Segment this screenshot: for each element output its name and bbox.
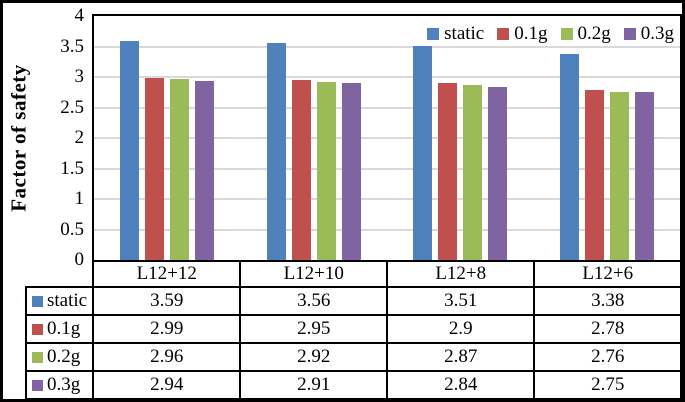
table-row: static 3.59 3.56 3.51 3.38 [25,286,682,316]
bar-static-L12+6 [559,53,579,260]
gridline [94,76,680,78]
bar-0.3g-L12+8 [488,86,508,260]
y-tick-label: 3 [74,66,85,87]
value-cell: 2.95 [239,314,389,344]
category-header: L12+6 [533,260,682,288]
y-tick-label: 2 [74,127,85,148]
bar-0.1g-L12+12 [145,77,165,260]
y-tick-label: 1.5 [60,157,84,179]
legend-item-0.1g: 0.1g [497,23,548,45]
value-cell: 2.96 [91,342,242,372]
value-cell: 3.38 [533,286,682,316]
plot-area: static 0.1g 0.2g 0.3g [92,14,682,262]
series-swatch-icon [32,351,43,363]
series-name: 0.1g [47,318,81,339]
gridline [94,198,680,200]
bar-0.2g-L12+6 [609,91,629,260]
bar-0.3g-L12+6 [634,92,654,260]
gridline [94,106,680,109]
bar-0.1g-L12+10 [291,80,311,260]
legend-swatch-icon [427,28,440,40]
gridline [94,137,680,139]
value-cell: 3.59 [91,286,242,316]
y-tick-label: 2.5 [60,96,84,118]
series-row-header: static [25,286,94,316]
bar-0.1g-L12+8 [438,83,458,260]
bar-0.2g-L12+8 [463,84,483,260]
value-cell: 2.84 [386,370,536,399]
series-row-header: 0.2g [25,342,94,372]
series-name: 0.3g [47,374,81,395]
bar-static-L12+10 [266,42,286,260]
value-cell: 3.56 [239,286,389,316]
bar-static-L12+8 [413,45,433,260]
gridline [94,228,680,231]
series-swatch-icon [32,323,43,335]
value-cell: 2.94 [91,370,242,399]
bar-0.1g-L12+6 [584,90,604,260]
gridline [94,45,680,48]
value-cell: 2.75 [533,370,682,399]
y-tick-label: 4 [74,5,85,26]
category-header: L12+10 [239,260,389,288]
legend-item-0.2g: 0.2g [560,23,611,45]
series-swatch-icon [32,295,43,307]
bar-0.2g-L12+12 [170,79,190,260]
legend-label: 0.3g [640,23,674,44]
y-tick-label: 0 [74,249,85,270]
table-row: 0.3g 2.94 2.91 2.84 2.75 [25,370,682,399]
value-cell: 2.87 [386,342,536,372]
legend: static 0.1g 0.2g 0.3g [427,23,674,45]
category-header: L12+12 [91,260,242,288]
legend-item-0.3g: 0.3g [623,23,674,45]
y-tick-label: 1 [74,188,85,209]
legend-swatch-icon [560,28,573,40]
value-cell: 2.76 [533,342,682,372]
series-name: static [47,290,88,311]
legend-swatch-icon [623,28,636,40]
bar-0.2g-L12+10 [316,81,336,260]
value-cell: 3.51 [386,286,536,316]
legend-swatch-icon [497,28,510,40]
bar-static-L12+12 [120,41,140,260]
value-cell: 2.9 [386,314,536,344]
series-name: 0.2g [47,346,81,367]
legend-label: static [444,23,485,44]
y-tick-label: 0.5 [60,218,84,240]
gridline [94,167,680,170]
legend-label: 0.2g [577,23,611,44]
series-row-header: 0.1g [25,314,94,344]
chart-data-table: L12+12 L12+10 L12+8 L12+6 static 3.59 3.56 3.51… [25,260,682,399]
table-row: 0.2g 2.96 2.92 2.87 2.76 [25,342,682,372]
table-row: 0.1g 2.99 2.95 2.9 2.78 [25,314,682,344]
value-cell: 2.78 [533,314,682,344]
series-row-header: 0.3g [25,370,94,399]
y-tick-label: 3.5 [60,35,84,57]
value-cell: 2.92 [239,342,389,372]
bar-0.3g-L12+10 [341,82,361,260]
series-swatch-icon [32,379,43,391]
category-header: L12+8 [386,260,536,288]
legend-label: 0.1g [514,23,548,44]
value-cell: 2.91 [239,370,389,399]
bar-0.3g-L12+12 [195,80,215,260]
legend-item-static: static [427,23,484,45]
value-cell: 2.99 [91,314,242,344]
